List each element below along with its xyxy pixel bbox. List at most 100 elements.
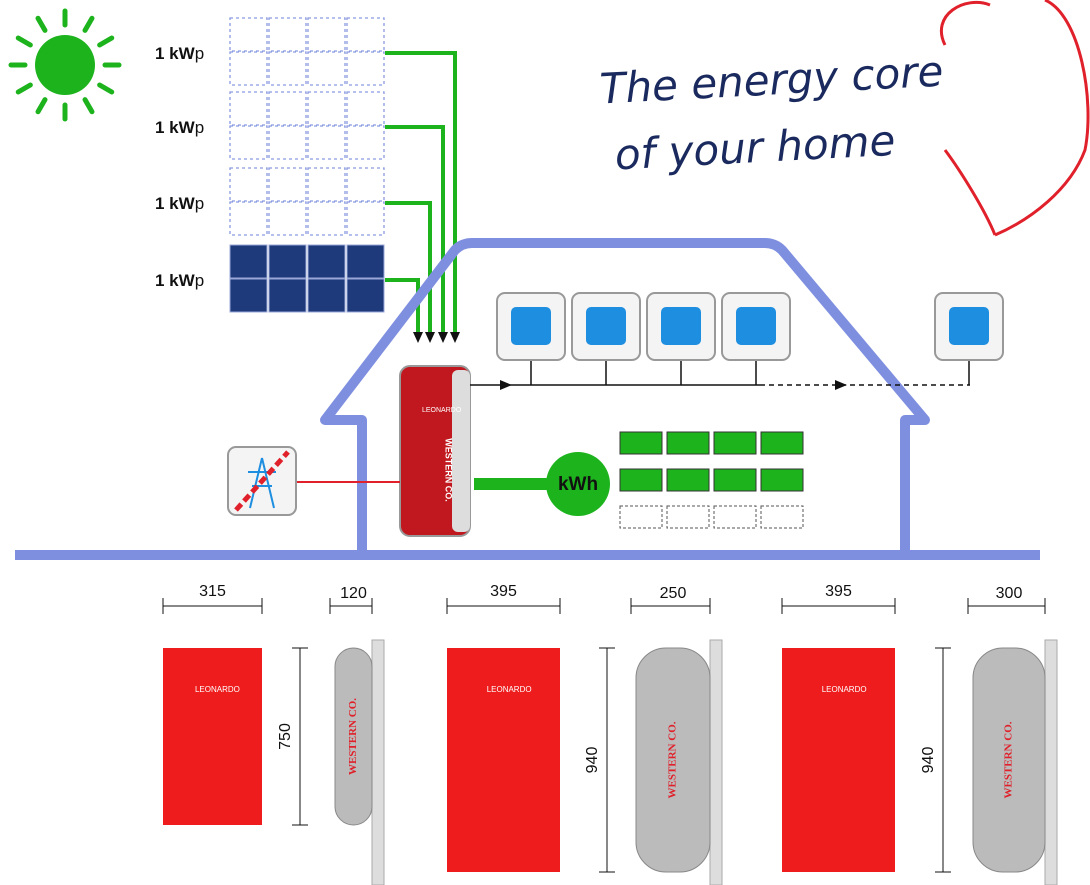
panel-power: 1 kW — [155, 118, 196, 137]
device-brand: LEONARDO — [487, 685, 532, 694]
solar-cell — [229, 91, 268, 126]
wall — [709, 639, 723, 885]
battery — [713, 468, 757, 492]
appliance-icon — [736, 307, 776, 345]
panel-unit: p — [195, 118, 204, 137]
solar-cell — [346, 51, 385, 86]
solar-cell — [307, 51, 346, 86]
sun-ray — [82, 97, 95, 115]
solar-cell — [307, 244, 346, 279]
solar-cell — [346, 278, 385, 313]
dim-depth: 300 — [996, 585, 1023, 602]
battery — [666, 468, 710, 492]
battery — [713, 431, 757, 455]
solar-cell — [229, 201, 268, 236]
battery — [760, 468, 804, 492]
sun-ray — [35, 15, 48, 33]
solar-cell — [268, 51, 307, 86]
solar-cell — [307, 201, 346, 236]
wire — [385, 51, 457, 335]
battery — [760, 505, 804, 529]
battery — [666, 505, 710, 529]
solar-cell — [307, 167, 346, 202]
device-front — [163, 648, 262, 825]
appliance-icon — [949, 307, 989, 345]
battery — [619, 431, 663, 455]
sun-ray — [97, 82, 115, 95]
wire — [385, 278, 420, 335]
inverter-maker: WESTERN CO. — [444, 438, 454, 502]
dim-depth: 250 — [660, 585, 687, 602]
solar-cell — [346, 244, 385, 279]
pylon — [248, 457, 276, 509]
device-brand: LEONARDO — [822, 685, 867, 694]
device-maker: WESTERN CO. — [1003, 721, 1015, 798]
inverter-brand: LEONARDO — [422, 407, 462, 414]
panel-unit: p — [195, 44, 204, 63]
bus-arrow — [500, 380, 512, 390]
panel-power: 1 kW — [155, 271, 196, 290]
solar-cell — [346, 17, 385, 52]
dim-depth: 120 — [340, 585, 367, 602]
device-side — [972, 647, 1046, 873]
solar-cell — [268, 244, 307, 279]
solar-cell — [229, 125, 268, 160]
title: The energy core — [599, 47, 945, 114]
solar-cell — [346, 167, 385, 202]
solar-cell — [346, 201, 385, 236]
battery — [760, 431, 804, 455]
panel-unit: p — [195, 271, 204, 290]
grid-cross — [234, 450, 290, 512]
solar-cell — [229, 244, 268, 279]
device-front — [447, 648, 560, 872]
house-outline — [320, 238, 930, 552]
solar-cell — [268, 17, 307, 52]
panel-label: 1 kWp — [155, 271, 204, 290]
appliance-icon — [661, 307, 701, 345]
solar-cell — [307, 91, 346, 126]
solar-cell — [268, 201, 307, 236]
solar-cell — [229, 278, 268, 313]
solar-cell — [268, 278, 307, 313]
solar-cell — [346, 125, 385, 160]
battery — [619, 505, 663, 529]
appliance-icon — [511, 307, 551, 345]
device-front — [782, 648, 895, 872]
panel-label: 1 kWp — [155, 44, 204, 63]
wire-arrow — [450, 332, 460, 343]
solar-cell — [307, 278, 346, 313]
sun-ray — [15, 35, 33, 48]
solar-cell — [268, 167, 307, 202]
wall — [1044, 639, 1058, 885]
battery — [666, 431, 710, 455]
title: of your home — [614, 116, 897, 180]
appliance-icon — [586, 307, 626, 345]
wire-arrow — [413, 332, 423, 343]
wire — [385, 201, 432, 335]
sun-ray — [82, 15, 95, 33]
wire-arrow — [425, 332, 435, 343]
sun-ray — [15, 82, 33, 95]
device-maker: WESTERN CO. — [667, 721, 679, 798]
device-side — [334, 647, 373, 826]
heart — [939, 0, 1090, 237]
storage-label: kWh — [558, 474, 598, 495]
bus-arrow — [835, 380, 847, 390]
device-side — [635, 647, 711, 873]
solar-cell — [268, 125, 307, 160]
dim-height: 750 — [277, 723, 294, 750]
solar-cell — [268, 91, 307, 126]
solar-cell — [307, 17, 346, 52]
solar-cell — [229, 17, 268, 52]
storage — [546, 452, 610, 516]
battery — [713, 505, 757, 529]
sun-ray — [97, 35, 115, 48]
dim-width: 395 — [490, 583, 517, 600]
solar-cell — [229, 167, 268, 202]
wire-arrow — [438, 332, 448, 343]
panel-power: 1 kW — [155, 44, 196, 63]
dim-height: 940 — [920, 747, 937, 774]
sun — [35, 35, 95, 95]
panel-power: 1 kW — [155, 194, 196, 213]
